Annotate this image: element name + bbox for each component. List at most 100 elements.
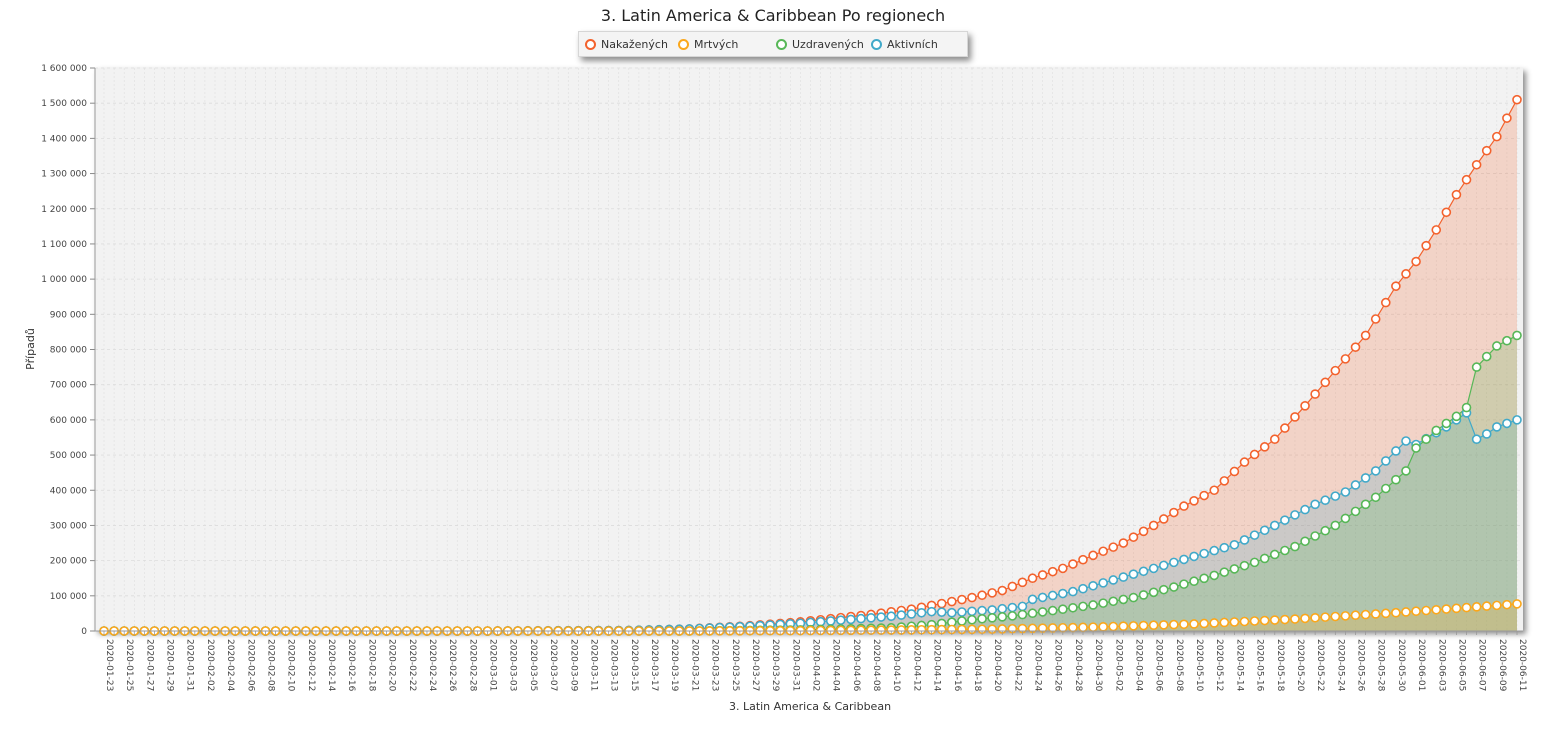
data-point[interactable]	[1219, 567, 1230, 577]
data-point[interactable]	[1007, 602, 1018, 613]
data-point[interactable]	[1280, 515, 1290, 525]
data-point[interactable]	[1300, 613, 1310, 624]
data-point[interactable]	[1179, 579, 1189, 589]
data-point[interactable]	[1350, 480, 1361, 490]
data-point[interactable]	[1431, 225, 1442, 235]
data-point[interactable]	[1058, 563, 1068, 574]
data-point[interactable]	[1481, 145, 1492, 156]
data-point[interactable]	[1118, 572, 1129, 582]
data-point[interactable]	[1118, 538, 1129, 548]
data-point[interactable]	[1239, 535, 1250, 545]
data-point[interactable]	[1169, 557, 1179, 568]
data-point[interactable]	[1108, 621, 1119, 632]
data-point[interactable]	[1068, 559, 1078, 569]
data-point[interactable]	[1340, 487, 1351, 497]
data-point[interactable]	[886, 611, 897, 622]
data-point[interactable]	[1047, 566, 1058, 577]
data-point[interactable]	[906, 609, 917, 619]
data-point[interactable]	[1310, 389, 1320, 399]
data-point[interactable]	[916, 607, 927, 618]
legend-item-nakazenych[interactable]: Nakažených	[585, 38, 678, 51]
data-point[interactable]	[1058, 604, 1068, 614]
data-point[interactable]	[1320, 495, 1331, 506]
data-point[interactable]	[1078, 583, 1088, 594]
data-point[interactable]	[987, 613, 997, 623]
data-point[interactable]	[1128, 569, 1139, 579]
data-point[interactable]	[1451, 603, 1462, 614]
data-point[interactable]	[1471, 362, 1482, 372]
data-point[interactable]	[1169, 507, 1179, 518]
data-point[interactable]	[856, 613, 866, 624]
data-point[interactable]	[1461, 602, 1472, 613]
data-point[interactable]	[997, 585, 1008, 596]
data-point[interactable]	[1037, 570, 1048, 580]
data-point[interactable]	[967, 614, 977, 625]
legend-item-aktivnich[interactable]: Aktivních	[871, 38, 938, 51]
data-point[interactable]	[1481, 601, 1492, 611]
data-point[interactable]	[1502, 113, 1512, 123]
data-point[interactable]	[1370, 609, 1381, 619]
data-point[interactable]	[1471, 434, 1482, 445]
data-point[interactable]	[1068, 602, 1078, 613]
data-point[interactable]	[1128, 621, 1139, 631]
data-point[interactable]	[1502, 335, 1512, 346]
data-point[interactable]	[846, 614, 856, 625]
data-point[interactable]	[1158, 584, 1169, 595]
data-point[interactable]	[1391, 281, 1401, 291]
data-point[interactable]	[866, 613, 876, 623]
data-point[interactable]	[1138, 566, 1149, 577]
data-point[interactable]	[1380, 297, 1391, 308]
data-point[interactable]	[1108, 575, 1119, 585]
data-point[interactable]	[1138, 526, 1149, 537]
data-point[interactable]	[876, 612, 886, 622]
data-point[interactable]	[1380, 456, 1391, 466]
data-point[interactable]	[1451, 411, 1462, 422]
data-point[interactable]	[1441, 604, 1452, 614]
data-point[interactable]	[997, 603, 1008, 614]
data-point[interactable]	[1229, 564, 1240, 574]
data-point[interactable]	[1088, 600, 1098, 610]
data-point[interactable]	[1471, 602, 1482, 612]
data-point[interactable]	[1280, 614, 1290, 625]
data-point[interactable]	[1259, 525, 1270, 536]
data-point[interactable]	[1492, 600, 1502, 611]
data-point[interactable]	[1330, 365, 1341, 376]
data-point[interactable]	[1360, 609, 1371, 620]
data-point[interactable]	[1310, 531, 1320, 541]
data-point[interactable]	[1078, 622, 1088, 633]
data-point[interactable]	[1330, 611, 1341, 622]
data-point[interactable]	[1431, 425, 1442, 436]
data-point[interactable]	[946, 596, 957, 607]
data-point[interactable]	[1290, 510, 1300, 520]
data-point[interactable]	[1189, 496, 1199, 506]
data-point[interactable]	[1128, 532, 1139, 542]
data-point[interactable]	[1047, 605, 1058, 616]
data-point[interactable]	[1340, 513, 1351, 524]
data-point[interactable]	[1269, 615, 1280, 625]
data-point[interactable]	[1078, 601, 1088, 612]
data-point[interactable]	[1037, 607, 1048, 617]
data-point[interactable]	[987, 588, 997, 598]
data-point[interactable]	[1492, 422, 1502, 432]
data-point[interactable]	[957, 594, 967, 605]
data-point[interactable]	[1239, 616, 1250, 627]
data-point[interactable]	[1441, 207, 1452, 218]
data-point[interactable]	[1249, 557, 1260, 568]
data-point[interactable]	[1219, 476, 1230, 486]
data-point[interactable]	[1350, 506, 1361, 517]
data-point[interactable]	[835, 615, 846, 625]
data-point[interactable]	[1512, 330, 1522, 341]
data-point[interactable]	[1189, 619, 1199, 629]
data-point[interactable]	[1421, 240, 1431, 251]
data-point[interactable]	[1239, 560, 1250, 571]
data-point[interactable]	[1148, 587, 1159, 598]
data-point[interactable]	[1199, 618, 1209, 629]
data-point[interactable]	[1058, 588, 1068, 599]
data-point[interactable]	[1370, 466, 1381, 476]
data-point[interactable]	[1380, 483, 1391, 494]
data-point[interactable]	[1512, 415, 1522, 425]
legend-item-mrtvych[interactable]: Mrtvých	[678, 38, 776, 51]
data-point[interactable]	[1229, 466, 1240, 477]
data-point[interactable]	[1370, 314, 1381, 324]
data-point[interactable]	[1290, 412, 1300, 422]
